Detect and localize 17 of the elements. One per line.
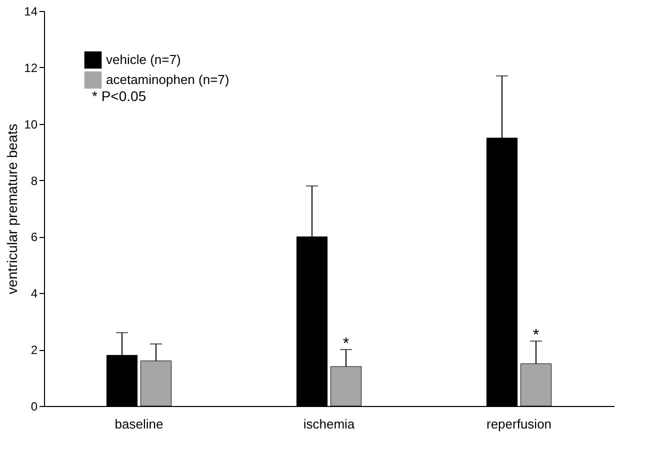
x-tick-label: baseline (114, 416, 164, 432)
y-tick-label: 14 (24, 4, 38, 18)
y-tick-label: 4 (30, 286, 38, 301)
y-tick-label: 0 (30, 400, 38, 414)
y-axis-title: ventricular premature beats (4, 124, 20, 294)
annotation: * P<0.05 (92, 88, 146, 104)
legend-label: vehicle (n=7) (106, 52, 181, 67)
x-tick-label: reperfusion (486, 416, 552, 432)
annotation: * (342, 336, 350, 353)
legend-label: acetaminophen (n=7) (106, 72, 230, 87)
annotation: * (532, 327, 540, 344)
x-tick-label: ischemia (303, 416, 356, 432)
y-tick-label: 12 (24, 60, 38, 75)
y-tick-label: 10 (24, 117, 38, 132)
y-tick-label: 6 (30, 230, 38, 244)
y-tick-label: 2 (30, 343, 38, 358)
y-tick-label: 8 (30, 174, 38, 188)
